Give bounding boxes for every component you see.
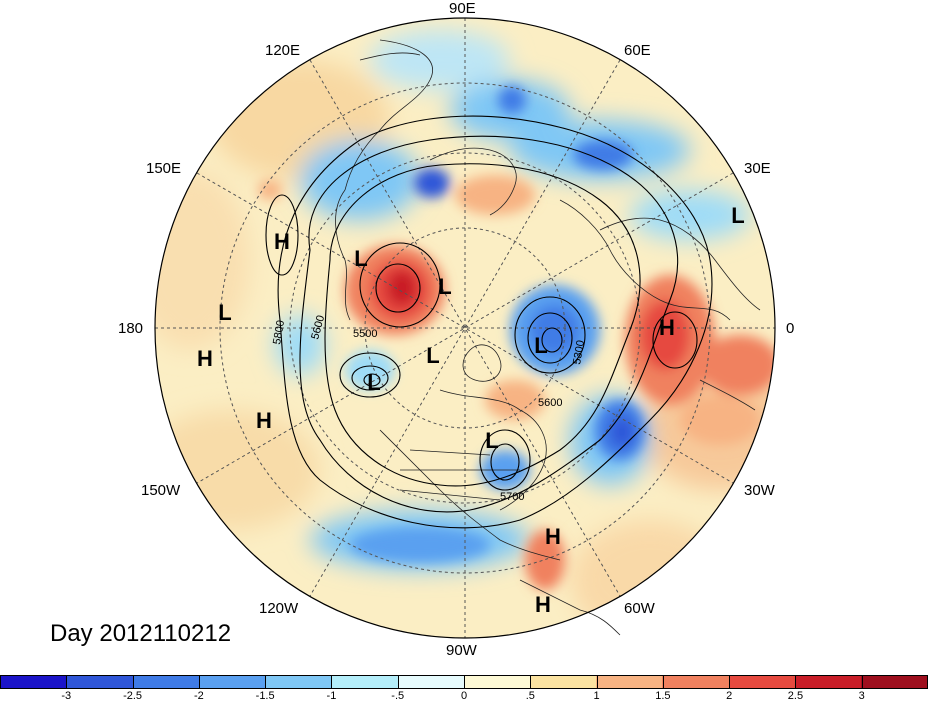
- high-label: H: [256, 408, 272, 433]
- colorbar-separator: [596, 675, 598, 689]
- lon-label-90e: 90E: [449, 0, 476, 17]
- contour-label: 5600: [538, 397, 562, 409]
- colorbar-separator: [662, 675, 664, 689]
- colorbar-tick-label: -1: [326, 690, 337, 702]
- colorbar-swatch: [463, 676, 531, 688]
- colorbar-separator: [397, 675, 399, 689]
- lon-label-30e: 30E: [744, 160, 771, 177]
- colorbar-tick-label: 1.5: [655, 690, 671, 702]
- colorbar-swatch: [662, 676, 729, 688]
- colorbar-swatch: [728, 676, 795, 688]
- high-label: H: [535, 592, 551, 617]
- colorbar-separator: [198, 675, 200, 689]
- colorbar-tick-label: -1.5: [255, 690, 275, 702]
- lon-label-120e: 120E: [265, 42, 301, 59]
- colorbar-swatch: [596, 676, 663, 688]
- colorbar-swatch: [530, 676, 597, 688]
- colorbar-swatch: [1, 676, 68, 688]
- high-label: H: [659, 315, 675, 340]
- colorbar-separator: [464, 675, 465, 689]
- colorbar-swatch: [397, 676, 464, 688]
- colorbar-tick-label: .5: [525, 690, 535, 702]
- lon-label-150e: 150E: [146, 160, 182, 177]
- colorbar-swatch: [331, 676, 398, 688]
- colorbar-separator: [265, 675, 267, 689]
- colorbar-tick-label: 3: [858, 690, 865, 702]
- height-contours: [265, 115, 713, 529]
- colorbar-separator: [132, 675, 134, 689]
- low-label: L: [218, 300, 231, 325]
- colorbar-swatch: [67, 676, 134, 688]
- lon-label-30w: 30W: [744, 482, 775, 499]
- lon-label-180: 180: [118, 320, 144, 337]
- grid-lines: [155, 18, 775, 638]
- contour-label: 5500: [353, 328, 377, 340]
- low-label: L: [534, 333, 547, 358]
- colorbar-separator: [331, 675, 333, 689]
- colorbar-separator: [861, 675, 863, 689]
- low-label: L: [354, 246, 367, 271]
- lon-label-60e: 60E: [624, 42, 651, 59]
- contour-label: 5300: [571, 339, 587, 365]
- contour-label: 5800: [271, 319, 287, 345]
- high-label: H: [545, 524, 561, 549]
- colorbar-tick-label: 2: [726, 690, 733, 702]
- pressure-system-labels: L L L L L L L L H H H H H H: [197, 203, 745, 617]
- high-label: H: [197, 346, 213, 371]
- colorbar-tick-label: -2: [193, 690, 204, 702]
- colorbar-tick-label: -.5: [391, 690, 405, 702]
- colorbar-separator: [795, 675, 797, 689]
- low-label: L: [367, 370, 380, 395]
- low-label: L: [426, 343, 439, 368]
- lon-label-120w: 120W: [259, 600, 299, 617]
- low-label: L: [438, 274, 451, 299]
- colorbar-tick-label: 0: [460, 690, 468, 702]
- day-title: Day 2012110212: [50, 620, 232, 647]
- lon-label-150w: 150W: [141, 482, 181, 499]
- contour-label: 5700: [500, 491, 524, 503]
- colorbar-tick-label: 2.5: [787, 690, 804, 702]
- colorbar-separator: [729, 675, 731, 689]
- colorbar-separator: [66, 675, 68, 689]
- colorbar-swatch: [860, 676, 927, 688]
- colorbar-separator: [530, 675, 532, 689]
- lon-label-90w: 90W: [446, 642, 477, 659]
- colorbar-swatch: [265, 676, 332, 688]
- low-label: L: [731, 203, 744, 228]
- low-label: L: [485, 428, 498, 453]
- lon-label-60w: 60W: [624, 600, 655, 617]
- colorbar-swatch: [133, 676, 200, 688]
- lon-label-0: 0: [786, 320, 795, 337]
- colorbar-tick-label: 1: [593, 690, 600, 702]
- colorbar-swatch: [794, 676, 861, 688]
- colorbar-swatch: [199, 676, 266, 688]
- map-boundary: [154, 17, 776, 639]
- colorbar-tick-label: -3: [61, 690, 72, 702]
- colorbar-tick-label: -2.5: [123, 690, 143, 702]
- high-label: H: [274, 229, 290, 254]
